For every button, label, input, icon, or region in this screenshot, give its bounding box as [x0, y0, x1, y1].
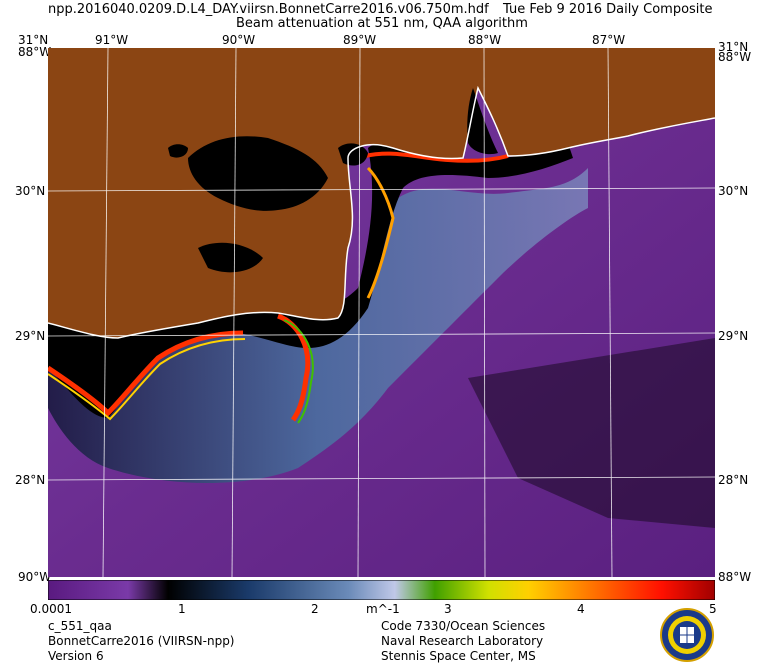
high-turbidity-zone	[48, 143, 573, 418]
lake-pontchartrain	[188, 136, 328, 211]
lake-maurepas	[168, 144, 188, 158]
lat-label-29n-left: 29°N	[15, 329, 46, 343]
sediment-plume	[48, 168, 588, 483]
file-name-title: npp.2016040.0209.D.L4_DAY.viirsn.BonnetC…	[48, 2, 489, 17]
lat-label-30n-left: 30°N	[15, 184, 46, 198]
colorbar-tick-4: 4	[577, 602, 585, 616]
corner-lon-top-right: 88°W	[718, 50, 752, 64]
colorbar-tick-0: 0.0001	[30, 602, 72, 616]
org-name: Naval Research Laboratory	[381, 634, 544, 648]
org-code: Code 7330/Ocean Sciences	[381, 619, 546, 633]
lat-label-29n-right: 29°N	[718, 329, 749, 343]
corner-lat-top-left: 31°N	[18, 33, 49, 47]
colorbar	[48, 580, 715, 600]
dataset-name: BonnetCarre2016 (VIIRSN-npp)	[48, 634, 235, 648]
satellite-map	[48, 48, 715, 577]
corner-lon-top-left: 88°W	[18, 45, 52, 59]
dark-ocean-patch	[468, 338, 715, 528]
colorbar-tick-2: 2	[311, 602, 319, 616]
graticule	[48, 48, 715, 577]
nrl-seal-icon	[660, 608, 714, 662]
org-location: Stennis Space Center, MS	[381, 649, 536, 663]
corner-lon-bottom-left: 90°W	[18, 570, 52, 584]
lon-label-90w: 90°W	[222, 33, 256, 47]
coastline	[48, 85, 715, 339]
product-title: Beam attenuation at 551 nm, QAA algorith…	[236, 16, 528, 31]
lon-label-87w: 87°W	[592, 33, 626, 47]
lat-label-30n-right: 30°N	[718, 184, 749, 198]
lon-label-88w: 88°W	[468, 33, 502, 47]
colorbar-tick-5: 5	[709, 602, 717, 616]
colorbar-tick-1: 1	[178, 602, 186, 616]
version-label: Version 6	[48, 649, 104, 663]
lake-borgne	[338, 143, 368, 166]
corner-lat-top-right: 31°N	[718, 40, 749, 54]
lat-label-28n-right: 28°N	[718, 473, 749, 487]
colorbar-tick-3: 3	[444, 602, 452, 616]
corner-lon-bottom-right: 88°W	[718, 570, 752, 584]
product-code: c_551_qaa	[48, 619, 112, 633]
plume-front-sound	[366, 166, 395, 299]
composite-date: Tue Feb 9 2016 Daily Composite	[503, 2, 713, 17]
plume-front-west-yellow	[48, 338, 246, 421]
plume-front-delta-green	[283, 319, 314, 424]
lon-label-89w: 89°W	[343, 33, 377, 47]
colorbar-unit: m^-1	[366, 602, 400, 616]
lon-label-91w: 91°W	[95, 33, 129, 47]
plume-front-west	[48, 330, 244, 417]
plume-front-east	[357, 151, 509, 163]
colorbar-gradient	[48, 580, 715, 600]
lat-label-28n-left: 28°N	[15, 473, 46, 487]
barataria-bay	[198, 242, 263, 273]
